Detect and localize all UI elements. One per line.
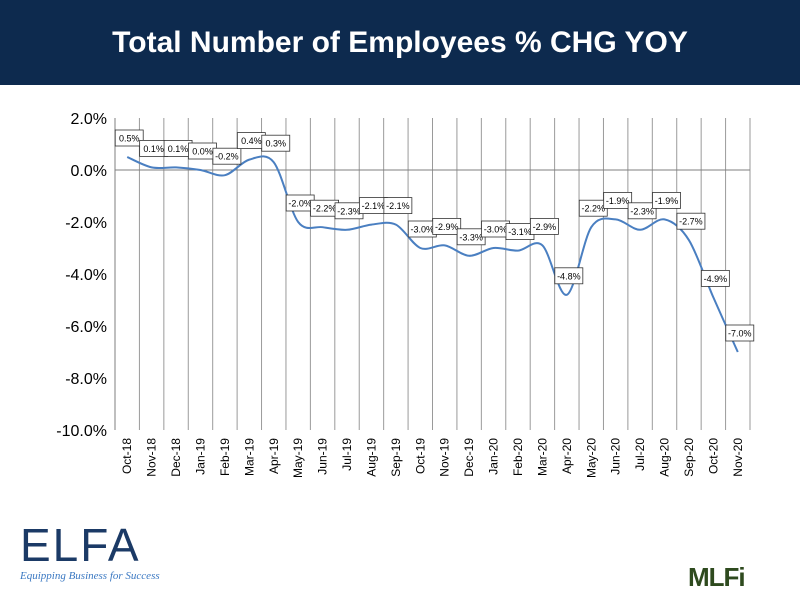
data-label: -1.9% [655, 196, 679, 206]
y-tick-label: -2.0% [65, 215, 107, 232]
data-label: 0.3% [265, 139, 286, 149]
data-label-box [725, 324, 755, 342]
x-tick-label: Aug-19 [364, 438, 378, 477]
page-title: Total Number of Employees % CHG YOY [112, 26, 688, 59]
data-label-box [554, 267, 584, 285]
data-label-box [383, 197, 413, 214]
x-tick-label: Mar-19 [242, 438, 256, 476]
x-tick-label: May-20 [584, 438, 598, 478]
data-label-box [261, 134, 291, 152]
series-line [126, 155, 739, 353]
x-tick-label: Jan-20 [487, 438, 501, 475]
data-label-box [530, 217, 559, 235]
data-label-box [114, 129, 144, 147]
x-tick-label: Jun-19 [316, 438, 330, 475]
x-tick-label: Feb-20 [511, 438, 525, 476]
data-label-box [652, 192, 681, 209]
elfa-logo-tagline: Equipping Business for Success [20, 570, 160, 582]
data-label: -2.1% [386, 201, 410, 211]
elfa-logo-name: ELFA [20, 519, 141, 571]
y-tick-label: -10.0% [56, 423, 107, 440]
data-label: 0.0% [192, 147, 213, 157]
data-label: 0.1% [168, 144, 189, 154]
data-label: -4.8% [557, 271, 581, 281]
y-tick-label: -8.0% [65, 371, 107, 388]
x-tick-label: Aug-20 [658, 438, 672, 477]
data-label: -2.3% [337, 206, 361, 216]
x-tick-label: Nov-19 [438, 438, 452, 477]
data-label: 0.1% [143, 144, 164, 154]
data-label-box [212, 147, 242, 165]
x-tick-label: Feb-19 [218, 438, 232, 476]
y-tick-label: -6.0% [65, 319, 107, 336]
line-chart: 2.0% 0.0% -2.0% -4.0% -6.0% -8.0% -10.0% Oct-18… [56, 111, 755, 478]
elfa-logo: ELFA Equipping Business for Success [18, 518, 178, 588]
data-label-box [603, 192, 633, 209]
x-tick-label: Nov-20 [731, 438, 745, 477]
x-tick-label: Dec-18 [169, 438, 183, 477]
x-tick-label: Sep-19 [389, 438, 403, 477]
data-label: -2.1% [362, 201, 386, 211]
data-label-box [676, 212, 706, 230]
data-label: -2.7% [679, 217, 703, 227]
x-tick-label: Jan-19 [193, 438, 207, 475]
y-tick-label: -4.0% [65, 267, 107, 284]
data-label: -7.0% [728, 329, 752, 339]
data-label: -3.3% [459, 232, 483, 242]
y-tick-label: 0.0% [71, 163, 107, 180]
x-tick-label: Nov-18 [145, 438, 159, 477]
data-label: -1.9% [606, 196, 630, 206]
x-tick-label: Jun-20 [609, 438, 623, 475]
data-label: -2.9% [435, 222, 459, 232]
y-tick-label: 2.0% [71, 111, 107, 128]
x-tick-label: Apr-20 [560, 438, 574, 474]
data-label: -3.0% [484, 225, 508, 235]
x-tick-label: Oct-20 [706, 438, 720, 474]
x-tick-label: Dec-19 [462, 438, 476, 477]
data-label: -2.0% [288, 199, 312, 209]
x-tick-label: Sep-20 [682, 438, 696, 477]
x-tick-label: Oct-18 [120, 438, 134, 474]
data-label-box [432, 217, 462, 235]
x-tick-label: Jul-19 [340, 438, 354, 471]
data-label-box [700, 269, 730, 287]
data-label: -2.9% [533, 222, 557, 232]
data-label: -2.2% [581, 204, 605, 214]
data-label: -3.1% [508, 227, 532, 237]
x-tick-label: Apr-19 [267, 438, 281, 474]
x-tick-label: Oct-19 [413, 438, 427, 474]
x-tick-label: Jul-20 [633, 438, 647, 471]
data-label: -2.2% [313, 204, 337, 214]
header-banner: Total Number of Employees % CHG YOY [0, 0, 800, 85]
data-label: -3.0% [411, 225, 435, 235]
x-tick-label: May-19 [291, 438, 305, 478]
data-label-box [627, 202, 657, 220]
data-label: -4.9% [704, 274, 728, 284]
data-label: 0.4% [241, 136, 262, 146]
data-label: 0.5% [119, 134, 140, 144]
data-label: -2.3% [630, 206, 654, 216]
mlfi-logo: MLFi [688, 562, 746, 592]
data-label: -0.2% [215, 152, 239, 162]
x-tick-label: Mar-20 [535, 438, 549, 476]
